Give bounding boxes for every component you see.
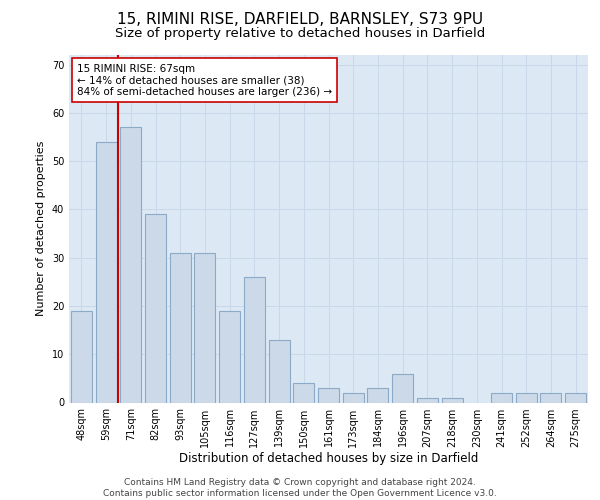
Bar [244,277,265,402]
Text: Size of property relative to detached houses in Darfield: Size of property relative to detached ho… [115,28,485,40]
Bar [318,388,339,402]
Bar [541,393,562,402]
Text: 15 RIMINI RISE: 67sqm
← 14% of detached houses are smaller (38)
84% of semi-deta: 15 RIMINI RISE: 67sqm ← 14% of detached … [77,64,332,97]
Bar [95,142,116,403]
Bar [565,393,586,402]
Bar [145,214,166,402]
Bar [269,340,290,402]
Bar [442,398,463,402]
Bar [516,393,537,402]
Bar [343,393,364,402]
Text: 15, RIMINI RISE, DARFIELD, BARNSLEY, S73 9PU: 15, RIMINI RISE, DARFIELD, BARNSLEY, S73… [117,12,483,28]
Bar [194,253,215,402]
Text: Contains HM Land Registry data © Crown copyright and database right 2024.
Contai: Contains HM Land Registry data © Crown c… [103,478,497,498]
Bar [491,393,512,402]
Bar [392,374,413,402]
Y-axis label: Number of detached properties: Number of detached properties [36,141,46,316]
Bar [170,253,191,402]
Bar [293,383,314,402]
Bar [120,128,141,402]
Bar [71,311,92,402]
X-axis label: Distribution of detached houses by size in Darfield: Distribution of detached houses by size … [179,452,478,466]
Bar [417,398,438,402]
Bar [219,311,240,402]
Bar [367,388,388,402]
